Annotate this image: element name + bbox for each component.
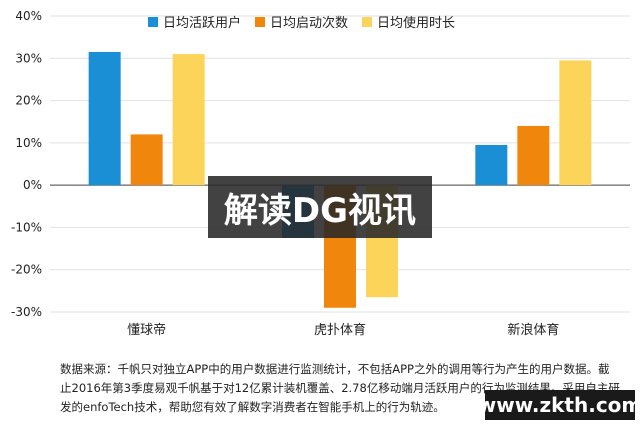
- bar: [130, 134, 163, 186]
- legend-item-launches: 日均启动次数: [255, 12, 348, 31]
- x-tick-label: 新浪体育: [507, 322, 559, 338]
- legend-item-duration: 日均使用时长: [362, 12, 455, 31]
- y-tick-label: 30%: [15, 51, 42, 65]
- y-tick-label: 0%: [23, 178, 42, 192]
- legend-item-dau: 日均活跃用户: [148, 12, 241, 31]
- bar: [475, 144, 508, 186]
- y-tick-label: 40%: [15, 9, 42, 23]
- y-tick-label: 10%: [15, 136, 42, 150]
- legend-swatch: [255, 16, 266, 27]
- legend-label: 日均使用时长: [377, 16, 456, 31]
- y-tick-label: 20%: [15, 94, 42, 108]
- legend-swatch: [148, 16, 158, 27]
- tick-labels: -30% -20% -10% 0% 10% 20% 30% 40% 懂球帝 虎扑体育 新浪体育: [11, 9, 559, 338]
- legend: 日均活跃用户 日均启动次数 日均使用时长: [148, 12, 455, 31]
- x-tick-label: 懂球帝: [127, 322, 166, 338]
- y-tick-label: -20%: [11, 263, 42, 277]
- legend-label: 日均活跃用户: [163, 16, 242, 31]
- source-badge: www.zkth.com: [478, 390, 640, 420]
- footnote: 数据来源：千帆只对独立APP中的用户数据进行监测统计，不包括APP之外的调用等行…: [60, 362, 620, 414]
- overlay-title: 解读DG视讯: [208, 176, 432, 238]
- chart: -30% -20% -10% 0% 10% 20% 30% 40% 懂球帝 虎扑体育 新浪体育: [11, 9, 630, 338]
- bars: [88, 51, 592, 308]
- x-tick-label: 虎扑体育: [314, 322, 366, 338]
- legend-swatch: [362, 16, 373, 27]
- bar: [172, 54, 205, 186]
- bar: [559, 60, 592, 186]
- bar: [88, 51, 121, 186]
- bar: [517, 125, 550, 186]
- y-tick-label: -10%: [11, 220, 42, 234]
- y-tick-label: -30%: [11, 305, 42, 319]
- legend-label: 日均启动次数: [270, 16, 349, 31]
